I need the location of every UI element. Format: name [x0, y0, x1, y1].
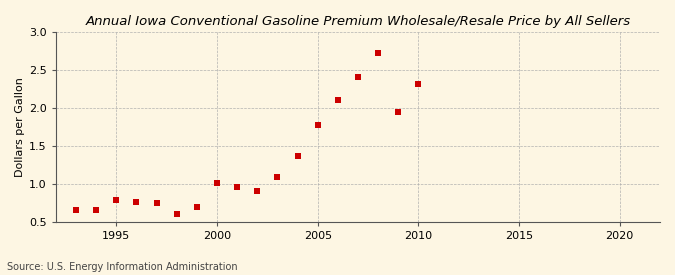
Point: [292, 154, 303, 159]
Point: [313, 122, 323, 127]
Point: [272, 175, 283, 179]
Point: [71, 207, 82, 212]
Point: [131, 200, 142, 204]
Point: [413, 82, 424, 87]
Point: [393, 109, 404, 114]
Point: [332, 98, 343, 103]
Point: [252, 189, 263, 194]
Point: [232, 185, 242, 189]
Y-axis label: Dollars per Gallon: Dollars per Gallon: [15, 77, 25, 177]
Title: Annual Iowa Conventional Gasoline Premium Wholesale/Resale Price by All Sellers: Annual Iowa Conventional Gasoline Premiu…: [86, 15, 630, 28]
Point: [171, 212, 182, 216]
Point: [192, 205, 202, 210]
Point: [111, 197, 122, 202]
Point: [151, 200, 162, 205]
Point: [373, 51, 383, 55]
Point: [91, 208, 102, 213]
Text: Source: U.S. Energy Information Administration: Source: U.S. Energy Information Administ…: [7, 262, 238, 272]
Point: [352, 75, 363, 80]
Point: [212, 181, 223, 185]
